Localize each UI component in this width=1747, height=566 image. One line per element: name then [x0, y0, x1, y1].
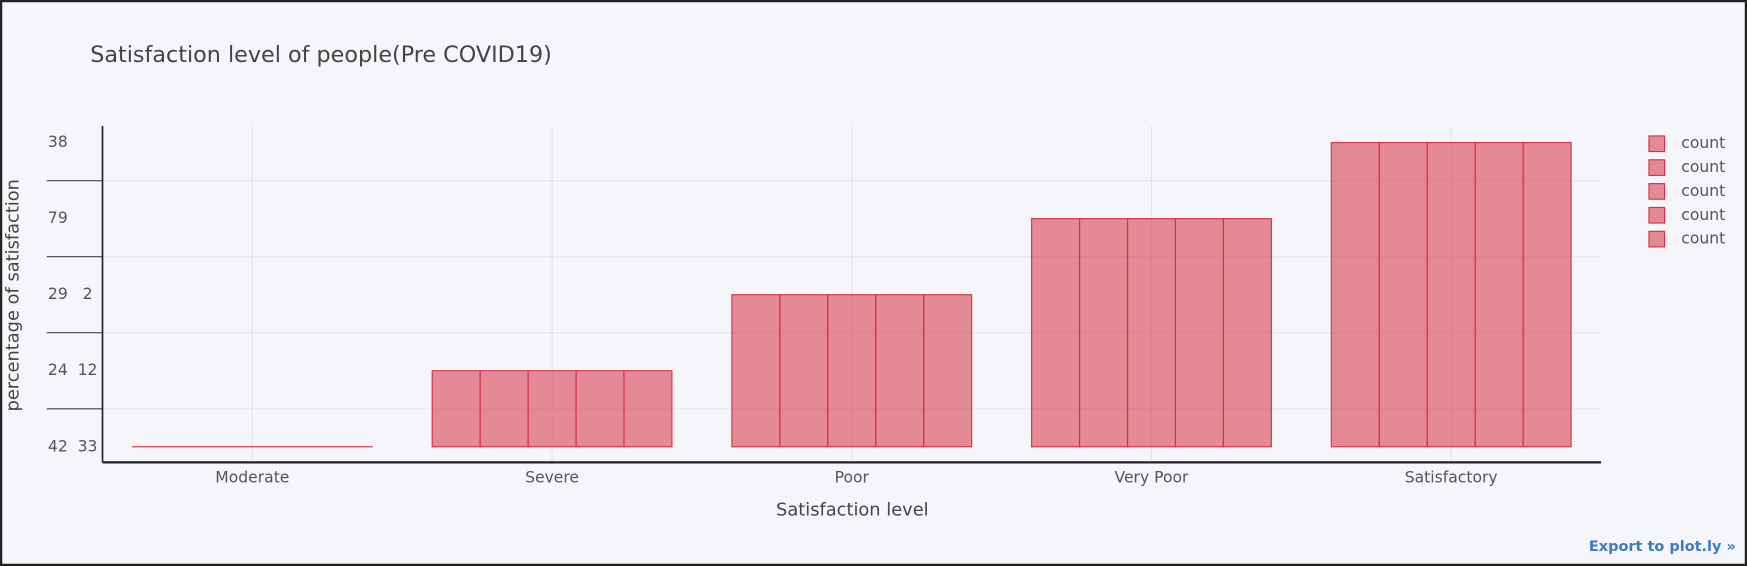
y-tick-label: 29 2 — [48, 285, 93, 303]
bar — [527, 370, 577, 448]
bar — [1330, 142, 1380, 448]
bar — [1522, 142, 1572, 448]
bar — [623, 370, 673, 448]
y-tick-label: 38 — [48, 133, 68, 151]
x-axis-title: Satisfaction level — [776, 499, 929, 520]
legend-label: count — [1681, 158, 1725, 176]
bar — [875, 294, 925, 448]
x-tick-label: Very Poor — [1115, 468, 1190, 486]
legend-swatch — [1648, 159, 1666, 176]
chart-title: Satisfaction level of people(Pre COVID19… — [90, 42, 552, 68]
bar — [1426, 142, 1476, 448]
legend-swatch — [1648, 206, 1666, 224]
bar — [479, 370, 529, 448]
x-tick-label: Poor — [835, 468, 870, 486]
legend-label: count — [1681, 134, 1725, 152]
bar — [779, 294, 829, 448]
bar — [1126, 218, 1177, 448]
legend-swatch — [1648, 135, 1666, 153]
bar — [575, 370, 625, 448]
bar — [431, 370, 481, 448]
x-tick-label: Moderate — [215, 468, 289, 486]
bar — [1031, 218, 1081, 448]
legend-label: count — [1681, 230, 1725, 248]
y-tick-label: 42 33 — [48, 437, 98, 455]
legend-swatch — [1648, 230, 1666, 248]
bar — [1222, 218, 1272, 448]
bar — [731, 294, 781, 448]
x-tick-label: Satisfactory — [1405, 468, 1498, 486]
bar — [1378, 142, 1428, 448]
y-axis-title: percentage of satisfaction — [2, 179, 23, 411]
y-tick-label: 79 — [48, 209, 68, 227]
bar — [1474, 142, 1524, 448]
x-tick-label: Severe — [525, 468, 579, 486]
y-tick-label: 24 12 — [48, 361, 98, 379]
legend-label: count — [1681, 206, 1725, 224]
bar — [827, 294, 877, 448]
bar — [1078, 218, 1129, 448]
export-link[interactable]: Export to plot.ly » — [1589, 539, 1736, 555]
legend-swatch — [1648, 183, 1666, 200]
legend-label: count — [1681, 182, 1725, 200]
bar — [1174, 218, 1224, 448]
bar — [923, 294, 973, 448]
